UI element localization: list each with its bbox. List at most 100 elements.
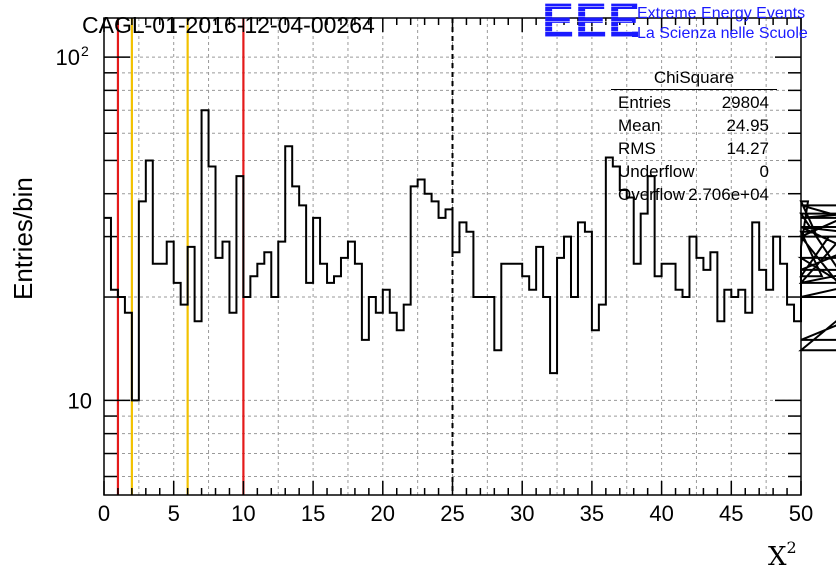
x-tick-label: 45 [719,501,743,526]
histogram-bin [425,194,432,495]
histogram-bin [174,283,181,495]
histogram-outline [104,109,836,402]
histogram-bin [522,276,529,495]
histogram-bin [160,264,167,495]
x-tick-label: 30 [510,501,534,526]
histogram-bin [432,201,439,495]
histogram-bin [418,179,425,495]
histogram-bin [209,167,216,495]
histogram-bin [717,321,724,495]
stat-value: 24.95 [726,116,769,135]
eee-logo-mark: EEE [542,0,642,48]
histogram-bin [676,290,683,495]
histogram-bin [264,252,271,495]
histogram-bin [773,237,780,495]
histogram-bin [341,258,348,495]
histogram-bin [188,247,195,495]
histogram-bin [216,258,223,495]
histogram-bin [439,218,446,495]
histogram-bin [669,264,676,495]
eee-logo-line2: La Scienza nelle Scuole [637,25,808,42]
histogram-bin [292,186,299,495]
histogram-bin [111,290,118,495]
histogram-bin [404,305,411,495]
histogram-bin [390,313,397,495]
histogram-bin [634,264,641,495]
histogram-bin [794,321,801,495]
stat-label: Overflow [618,185,686,204]
histogram-bin [125,313,132,495]
histogram-bin [411,186,418,495]
histogram-bin [627,197,634,495]
histogram-bin [571,297,578,495]
histogram-bin [724,290,731,495]
histogram-bin [599,305,606,495]
stat-value: 0 [759,162,769,181]
histogram-bin [738,290,745,495]
histogram-bin [243,297,250,495]
histogram-bin [132,400,139,495]
histogram-bin [278,242,285,495]
histogram-bin [320,264,327,495]
histogram-bin [543,297,550,495]
stat-row-overflow: Overflow 2.706e+04 [618,185,769,207]
y-tick-label: 10 [68,388,92,413]
histogram-bin [683,297,690,495]
x-tick-label: 0 [98,501,110,526]
eee-logo: EEE Extreme Energy Events La Scienza nel… [542,0,832,50]
histogram-bin [780,264,787,495]
histogram-bin [459,222,466,495]
histogram-bin [313,218,320,495]
histogram-bin [285,146,292,495]
histogram-bin [362,340,369,495]
histogram-bin [536,247,543,495]
histogram-bin [564,237,571,495]
stat-value: 29804 [721,93,769,112]
histogram-bin [376,313,383,495]
x-tick-label: 5 [168,501,180,526]
histogram-bin [181,305,188,495]
stat-label: Underflow [618,162,695,181]
eee-logo-line1: Extreme Energy Events [637,5,806,22]
histogram-bin [710,252,717,495]
histogram-bin [648,176,655,495]
histogram-bin [271,297,278,495]
x-tick-label: 20 [371,501,395,526]
histogram-bin [501,264,508,495]
histogram-bin [466,232,473,495]
histogram-bin [655,276,662,495]
histogram-bin [592,330,599,495]
histogram-bin [153,264,160,495]
y-tick-exponent: 2 [81,43,89,59]
stat-row-mean: Mean 24.95 [618,116,769,138]
histogram-bin [606,157,613,495]
histogram-bin [480,297,487,495]
y-tick-label: 10 [56,45,80,70]
histogram-bin [222,242,229,495]
histogram-bin [202,110,209,495]
stats-separator [611,89,777,90]
histogram-bin [550,373,557,495]
histogram-bin [299,205,306,495]
stat-row-entries: Entries 29804 [618,93,769,115]
histogram-bin [334,276,341,495]
histogram-bin [696,258,703,495]
histogram-bin [662,264,669,495]
histogram-bin [306,283,313,495]
histogram-bin [167,242,174,495]
histogram-bin [620,190,627,495]
histogram-bin [453,252,460,495]
x-tick-label: 40 [649,501,673,526]
stat-label: RMS [618,139,656,158]
histogram-bin [578,222,585,495]
histogram-bin [146,160,153,495]
histogram-bin [703,270,710,495]
histogram-bin [397,330,404,495]
histogram-bin [236,176,243,495]
histogram-bin [731,297,738,495]
histogram-bin [745,313,752,495]
histogram-bin [355,264,362,495]
histogram-bin [473,297,480,495]
